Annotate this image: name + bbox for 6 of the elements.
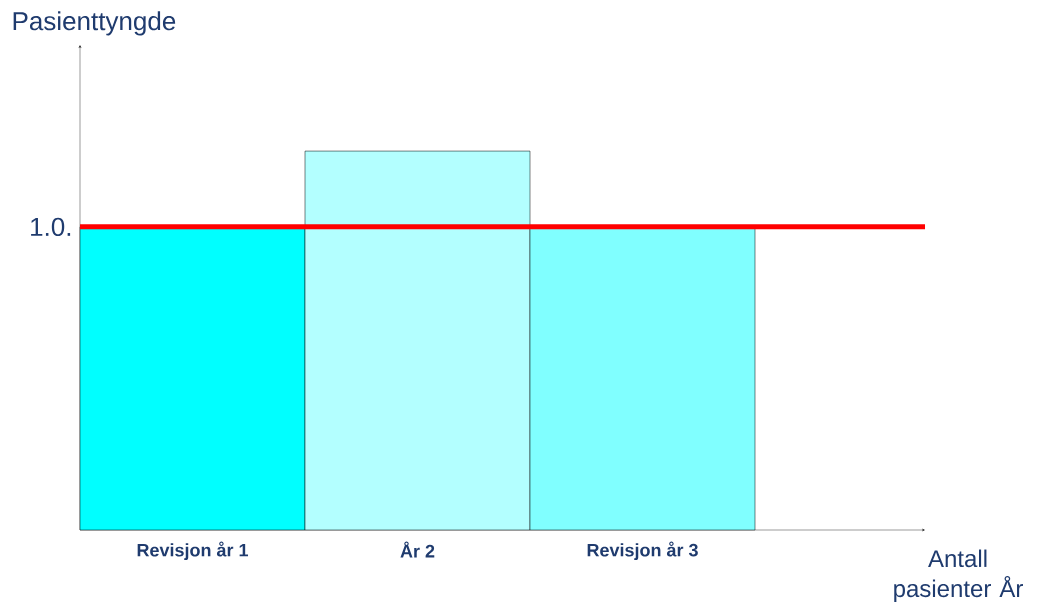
x-tick-label: Revisjon år 3 bbox=[587, 541, 698, 561]
y-tick-label: 1.0. bbox=[31, 217, 71, 237]
x-axis-title: Antall pasienter År bbox=[894, 549, 1023, 602]
y-axis-title: Pasienttyngde bbox=[13, 11, 176, 36]
x-tick-label: Revisjon år 1 bbox=[137, 541, 249, 561]
x-tick-label: År 2 bbox=[400, 541, 435, 558]
